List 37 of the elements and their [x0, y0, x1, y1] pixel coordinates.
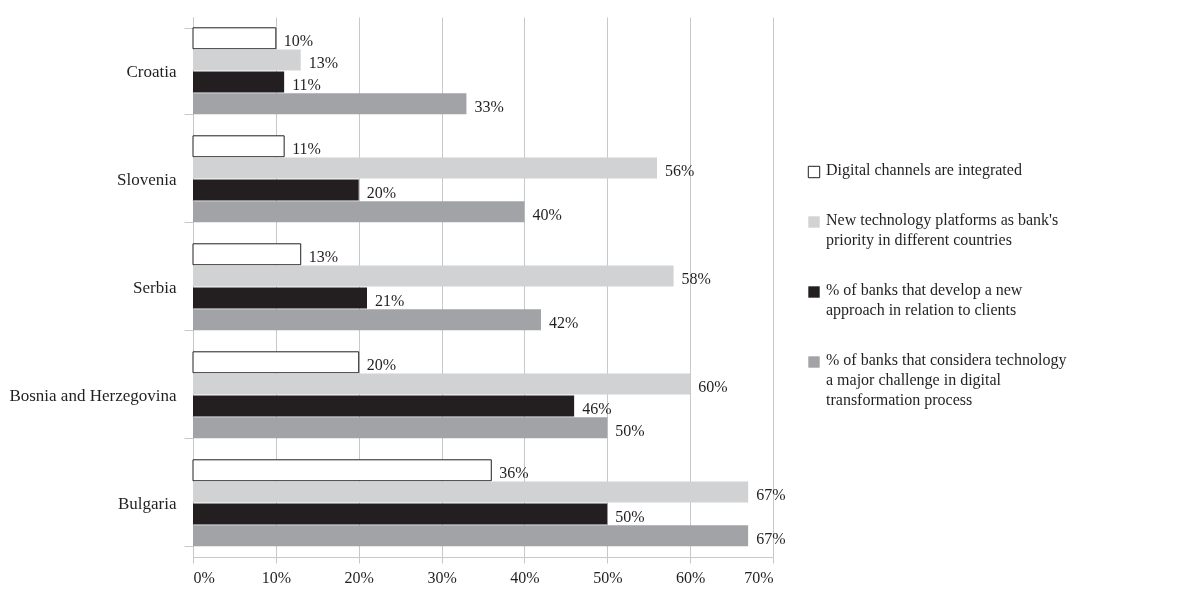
legend-label: % of banks that develop a new approach in relation to clients: [826, 281, 1023, 319]
x-tick-label: 60%: [675, 568, 706, 586]
x-tick-label: 30%: [427, 568, 457, 586]
data-label: 46%: [582, 399, 612, 417]
data-label: 60%: [698, 378, 728, 396]
data-label: 67%: [756, 529, 786, 547]
y-tick-label: Bulgaria: [117, 493, 177, 513]
data-label: 36%: [499, 464, 529, 482]
data-label: 33%: [474, 97, 504, 115]
y-tick-label: Slovenia: [117, 169, 177, 189]
x-tick-label: 70%: [744, 568, 774, 586]
x-tick-label: 0%: [193, 568, 215, 586]
x-tick-label: 20%: [344, 568, 374, 586]
y-tick-label: Croatia: [126, 61, 177, 81]
x-tick-label: 10%: [261, 568, 292, 586]
data-label: 67%: [756, 486, 786, 504]
data-label: 11%: [292, 75, 321, 93]
data-label: 58%: [681, 270, 711, 288]
data-label: 56%: [665, 162, 695, 180]
x-tick-label: 50%: [593, 568, 623, 586]
data-label: 11%: [292, 140, 321, 158]
legend-label: New technology platforms as bank's priority in different countries: [826, 211, 1059, 249]
data-label: 42%: [549, 313, 579, 331]
data-label: 13%: [308, 54, 339, 72]
data-label: 40%: [532, 205, 562, 223]
legend-label: Digital channels are integrated: [826, 161, 1022, 179]
y-tick-label: Serbia: [133, 277, 177, 297]
data-label: 13%: [308, 248, 339, 266]
data-label: 21%: [375, 291, 405, 309]
legend-label: % of banks that considera technology a major challenge in digital transformation process: [826, 351, 1067, 409]
data-label: 50%: [615, 507, 645, 525]
x-tick-label: 40%: [510, 568, 540, 586]
data-label: 20%: [366, 183, 397, 201]
data-label: 10%: [283, 32, 314, 50]
data-label: 50%: [615, 421, 645, 439]
y-tick-label: Bosnia and Herzegovina: [9, 385, 177, 405]
data-label: 20%: [366, 356, 397, 374]
